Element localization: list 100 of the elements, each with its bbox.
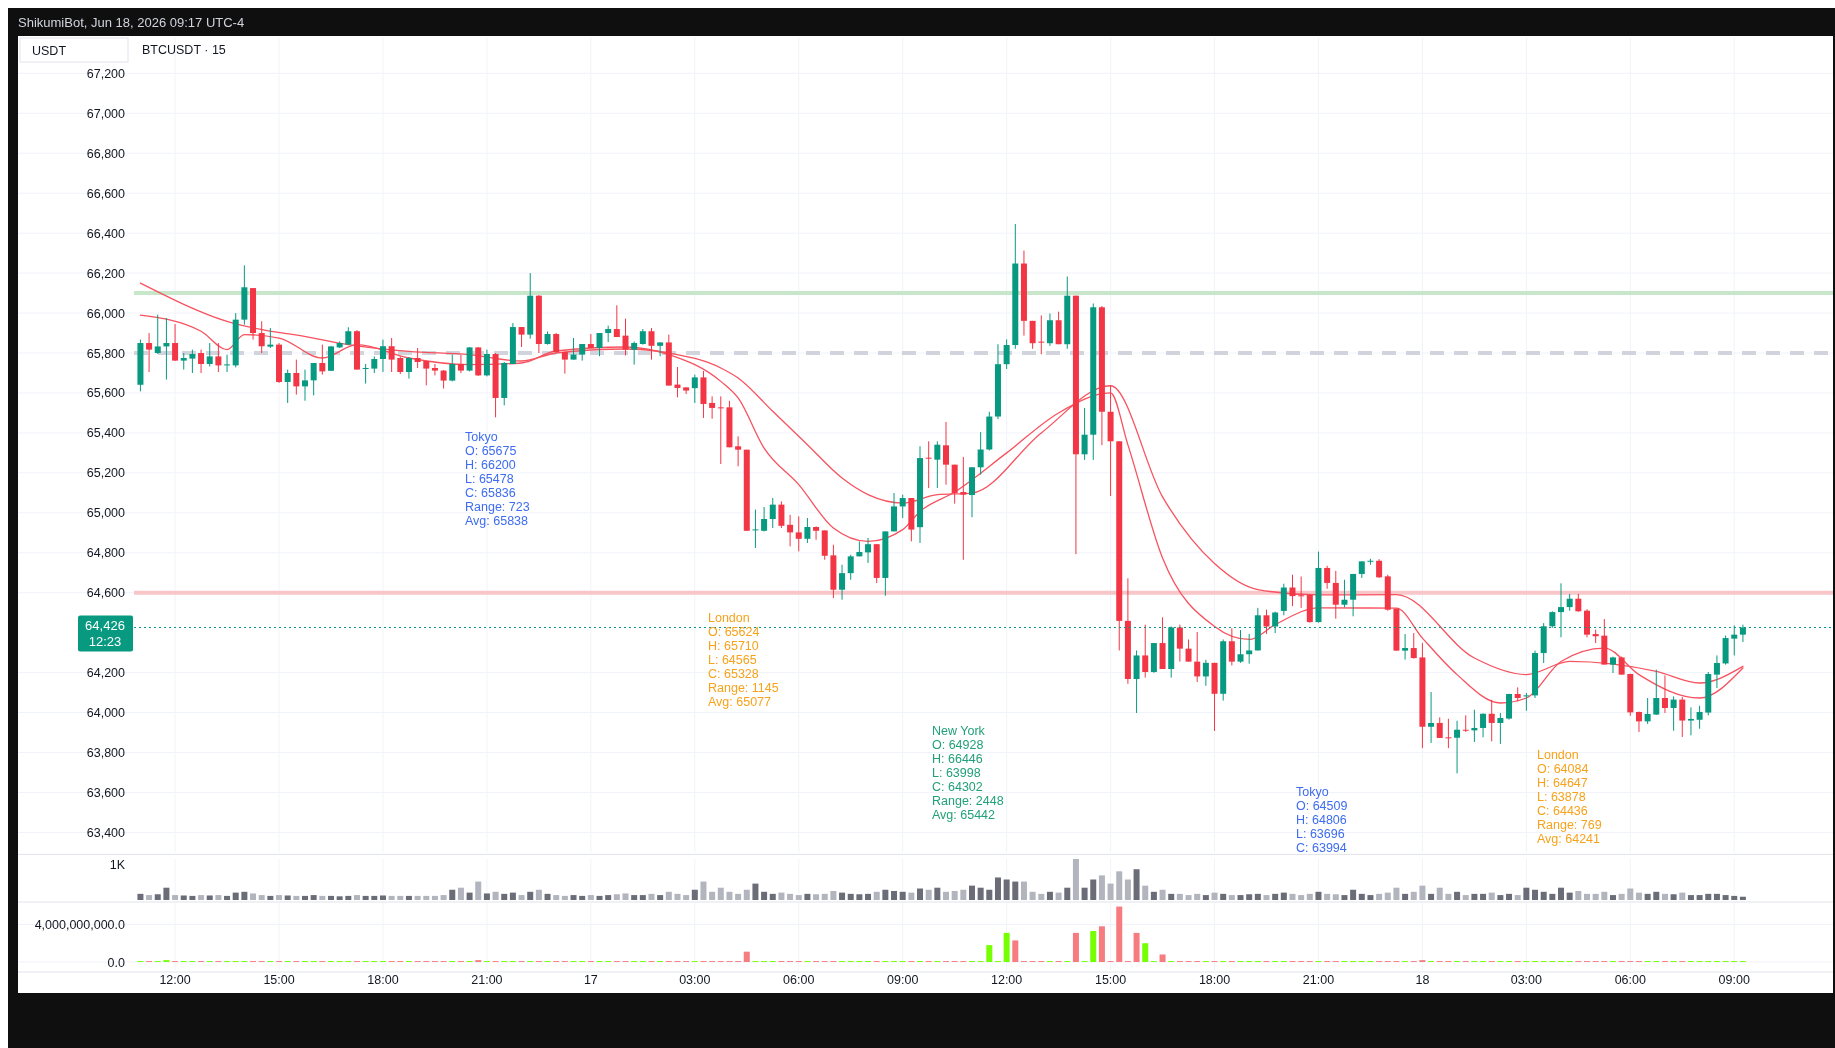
candlestick [284, 369, 291, 404]
annotation: 1K [109, 858, 126, 872]
bar [1228, 895, 1235, 900]
annotation: London O: 64084 H: 64647 L: 63878 C: 64436 Range: 769 Avg: 64241 [1537, 748, 1602, 846]
candlestick [1402, 633, 1409, 661]
candlestick [1237, 629, 1244, 664]
candlestick [1584, 608, 1590, 638]
candlestick [778, 500, 785, 529]
bar [839, 892, 846, 900]
bar [172, 895, 179, 900]
candlestick [1696, 705, 1703, 730]
annotation: 12:23 [88, 634, 122, 650]
bar [544, 893, 551, 900]
candlestick [899, 494, 906, 519]
bar [1679, 892, 1686, 900]
y-tick-label: 67,000 [86, 106, 126, 121]
candlestick [1497, 712, 1504, 745]
candlestick [423, 360, 430, 386]
bar [483, 893, 490, 900]
bar [1549, 893, 1556, 900]
bar [899, 891, 906, 900]
bar [1488, 892, 1495, 900]
bar [1670, 894, 1677, 900]
candlestick [1046, 312, 1053, 347]
candlestick [405, 356, 412, 380]
candlestick [431, 363, 438, 376]
bar [613, 894, 620, 900]
candlestick [1228, 627, 1235, 666]
bar [1142, 943, 1149, 963]
bar [371, 895, 378, 900]
bar [1038, 893, 1045, 900]
x-tick-label: 15:00 [1094, 973, 1127, 987]
candlestick [1687, 706, 1694, 736]
bar [752, 883, 759, 900]
candlestick [1194, 631, 1201, 683]
bar [1532, 889, 1539, 900]
bar [1133, 932, 1140, 963]
x-tick-label: 18 [1415, 973, 1430, 987]
candlestick [570, 337, 577, 361]
bar [1098, 875, 1105, 900]
bar [1324, 893, 1331, 900]
candlestick [414, 347, 421, 369]
bar [206, 895, 213, 900]
candlestick [1428, 691, 1435, 744]
candlestick [440, 369, 447, 390]
bar [198, 895, 205, 900]
candlestick [648, 327, 655, 361]
y-tick-label: 64,200 [86, 666, 126, 681]
candlestick [631, 340, 638, 366]
bar [431, 895, 438, 900]
candlestick [1454, 720, 1461, 774]
candlestick [163, 317, 170, 381]
bar [241, 891, 248, 900]
bar [302, 895, 308, 900]
bar [1713, 893, 1720, 900]
candlestick [1341, 579, 1348, 608]
bar [336, 896, 343, 900]
candlestick [172, 323, 179, 362]
bar [527, 891, 534, 900]
candlestick [1029, 320, 1036, 350]
bar [804, 893, 811, 900]
candlestick [1713, 654, 1720, 689]
bar [1254, 893, 1261, 900]
candlestick [769, 497, 776, 529]
candlestick [258, 320, 265, 354]
bar [735, 893, 742, 900]
candlestick [691, 374, 698, 404]
bar [1402, 893, 1409, 900]
bar [1445, 893, 1452, 900]
candlestick [1298, 576, 1305, 609]
candlestick [717, 395, 724, 465]
bar [908, 892, 915, 900]
candlestick [787, 514, 794, 547]
candlestick [1142, 624, 1149, 679]
bar [1696, 895, 1703, 900]
bar [1687, 895, 1694, 900]
bar [250, 893, 257, 900]
bar [1480, 893, 1487, 900]
bar [1237, 895, 1244, 900]
candlestick [379, 339, 386, 373]
bar [1661, 893, 1668, 900]
candlestick [146, 332, 153, 373]
bar [1046, 891, 1053, 900]
candlestick [674, 366, 681, 398]
candlestick [302, 369, 308, 402]
bar [665, 891, 672, 900]
bar [934, 887, 941, 900]
candlestick [1055, 311, 1062, 345]
y-tick-label: 64,000 [86, 706, 126, 721]
bar [847, 893, 854, 900]
bar [1072, 932, 1079, 963]
bar [258, 895, 265, 900]
candlestick [1324, 565, 1331, 590]
candlestick [561, 350, 568, 375]
y-tick-label: 65,600 [86, 386, 126, 401]
bar [1410, 891, 1417, 900]
bar [1211, 892, 1218, 900]
candlestick [613, 304, 620, 338]
bar [1185, 895, 1192, 900]
candlestick [943, 421, 949, 486]
